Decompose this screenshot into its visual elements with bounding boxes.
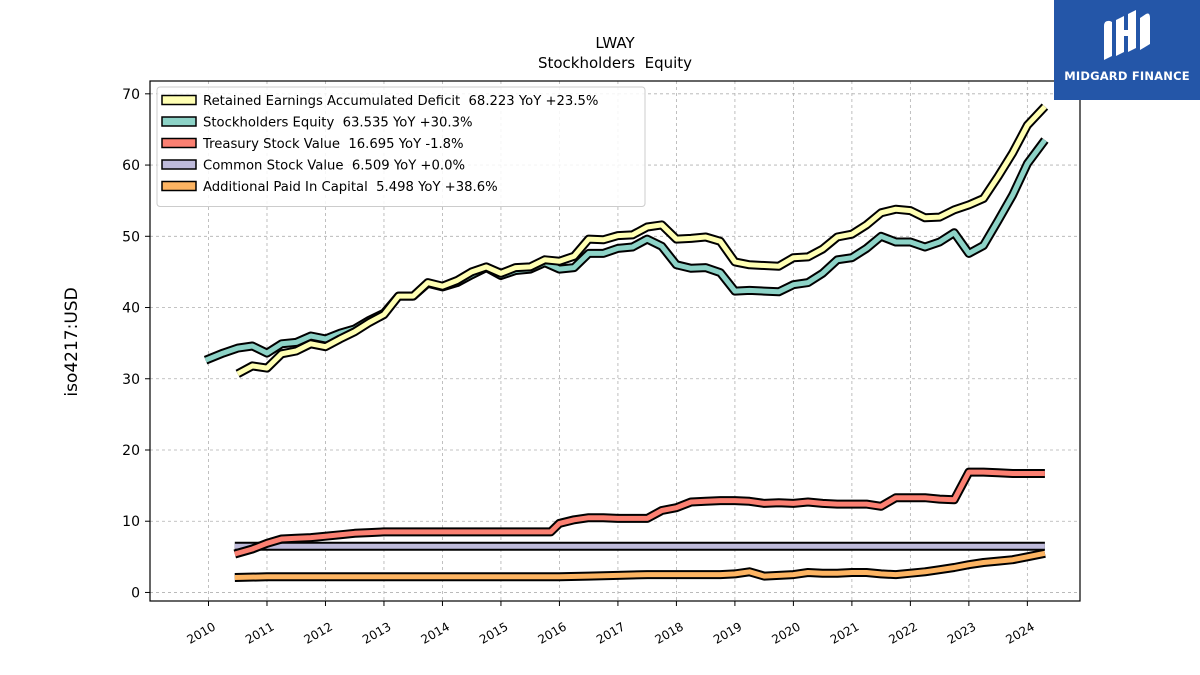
legend-label: Treasury Stock Value 16.695 YoY -1.8%: [202, 137, 464, 152]
legend-swatch: [161, 116, 197, 127]
y-tick-label: 50: [122, 229, 140, 245]
legend-swatch: [161, 159, 197, 170]
series-retained-earnings-accumulated-deficit: [235, 103, 1049, 378]
x-tick-label: 2023: [945, 619, 978, 646]
y-axis-label: iso4217:USD: [62, 287, 82, 396]
legend-label: Common Stock Value 6.509 YoY +0.0%: [203, 159, 465, 174]
x-tick-label: 2018: [652, 619, 685, 646]
chart-subtitle: Stockholders Equity: [538, 54, 692, 72]
y-tick-label: 10: [122, 514, 140, 530]
x-tick-label: 2020: [769, 619, 802, 646]
legend-label: Additional Paid In Capital 5.498 YoY +38…: [203, 180, 498, 195]
chart-title: LWAY: [595, 34, 635, 52]
legend: Retained Earnings Accumulated Deficit 68…: [156, 86, 646, 207]
x-tick-label: 2022: [886, 619, 919, 646]
y-tick-label: 0: [131, 585, 140, 601]
legend-swatch: [161, 180, 197, 192]
legend-swatch: [161, 94, 197, 106]
series-line: [234, 469, 1045, 557]
axes-frame: [149, 80, 1081, 602]
brand-name: MIDGARD FINANCE: [1064, 69, 1190, 83]
series-treasury-stock-value: [233, 467, 1045, 559]
y-tick-label: 30: [122, 372, 140, 388]
y-tick-label: 40: [122, 301, 140, 317]
series-layer: [203, 103, 1049, 582]
x-tick-label: 2014: [418, 619, 451, 646]
legend-label: Retained Earnings Accumulated Deficit 68…: [203, 94, 598, 109]
series-line: [236, 104, 1047, 377]
brand-logo-icon: [1104, 10, 1150, 60]
x-tick-label: 2012: [302, 619, 335, 646]
x-tick-label: 2017: [594, 619, 627, 646]
y-tick-label: 70: [122, 87, 140, 103]
x-tick-label: 2010: [185, 619, 218, 646]
x-tick-label: 2019: [711, 619, 744, 646]
x-tick-label: 2015: [477, 619, 510, 646]
x-tick-label: 2011: [243, 619, 276, 646]
series-additional-paid-in-capital: [234, 548, 1046, 582]
legend-box: [156, 86, 646, 207]
legend-label: Stockholders Equity 63.535 YoY +30.3%: [203, 116, 473, 131]
y-tick-label: 60: [122, 158, 140, 174]
brand-logo: MIDGARD FINANCE: [1054, 0, 1200, 100]
series-line: [234, 550, 1046, 580]
y-tick-label: 20: [122, 443, 140, 459]
x-tick-label: 2021: [828, 619, 861, 646]
x-tick-label: 2016: [535, 619, 568, 646]
legend-swatch: [161, 137, 197, 149]
x-tick-label: 2024: [1003, 619, 1036, 646]
x-tick-label: 2013: [360, 619, 393, 646]
